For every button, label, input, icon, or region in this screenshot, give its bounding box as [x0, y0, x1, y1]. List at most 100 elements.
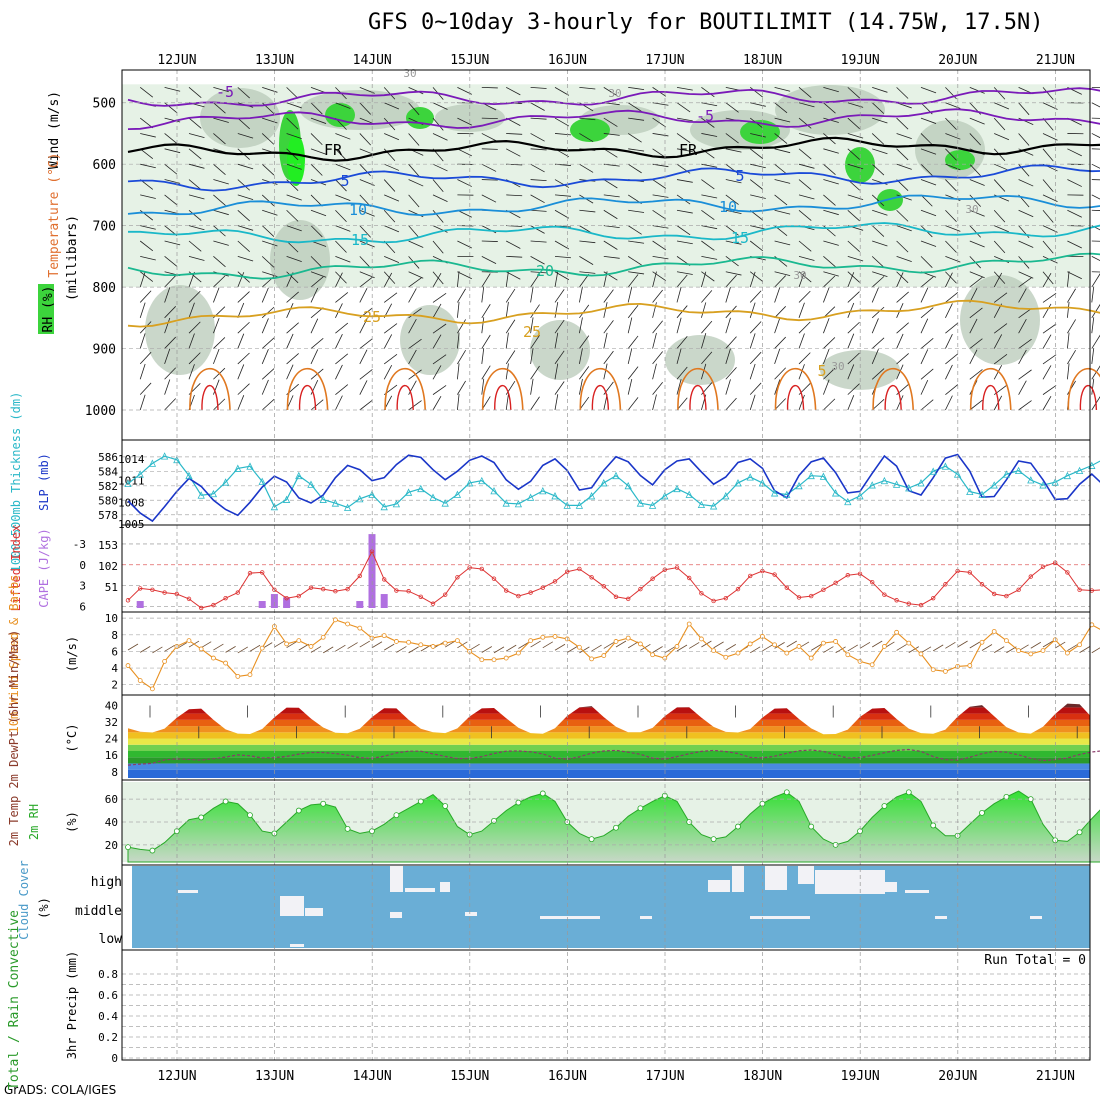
wind-barb — [945, 271, 957, 284]
wind-barb — [725, 287, 731, 303]
wind-barb — [945, 179, 957, 192]
wind-barb — [335, 384, 349, 395]
wind10-barb — [408, 646, 419, 654]
thickness-point — [648, 501, 657, 509]
wind-barb — [359, 209, 375, 217]
wind-barb — [432, 163, 448, 172]
date-label-bottom: 14JUN — [353, 1069, 392, 1084]
wind-barb — [530, 378, 534, 395]
isotherm-loop-red — [884, 384, 902, 411]
wind-barb — [335, 333, 343, 349]
wind-barb — [1091, 286, 1095, 303]
thick-ytick: 578 — [98, 509, 118, 522]
li-point — [723, 595, 728, 601]
wind10-point — [503, 655, 509, 661]
wind-barb — [530, 256, 545, 265]
wind-barb — [432, 365, 442, 380]
wind10-barb — [518, 642, 529, 649]
wind-barb — [359, 288, 368, 303]
wind-barb — [798, 321, 811, 334]
wind-barb — [579, 86, 596, 90]
thick-ytick: 580 — [98, 494, 118, 507]
thickness-point — [734, 479, 742, 487]
wind-barb — [993, 272, 1003, 288]
contour-label: 15 — [731, 229, 749, 247]
wind-barb — [286, 117, 299, 130]
isotherm-loop-red — [201, 384, 219, 411]
wind-barb — [774, 209, 791, 215]
wind-barb — [188, 352, 201, 365]
wind-barb — [701, 87, 715, 98]
wind10-point — [332, 617, 338, 623]
wind-barb — [969, 225, 982, 238]
temp-band — [128, 732, 1090, 739]
wind-barb — [725, 209, 742, 214]
wind-barb — [383, 364, 393, 380]
date-label-top: 17JUN — [645, 53, 684, 68]
rh2m-ytick: 20 — [105, 839, 118, 852]
wind-barb — [701, 117, 715, 128]
wind-barb — [652, 332, 657, 349]
wind-ytick: 8 — [111, 629, 118, 642]
thickness-point — [209, 489, 218, 498]
wind-barb — [627, 133, 642, 143]
wind-barb — [603, 302, 608, 318]
rh2m-point — [735, 823, 741, 830]
wind-barb — [1067, 288, 1076, 303]
wind-barb — [871, 337, 885, 349]
wind-barb — [823, 148, 839, 154]
wind-barb — [896, 271, 909, 284]
wind-barb — [457, 209, 472, 218]
li-ytick: 3 — [79, 580, 86, 593]
rh-shade-gray — [270, 220, 330, 300]
wind-barb — [847, 395, 855, 411]
wind-barb — [261, 368, 275, 380]
thickness-point — [612, 471, 620, 480]
wind-barb — [505, 394, 509, 411]
wind-barb — [701, 255, 718, 260]
wind10-barb — [1042, 640, 1054, 648]
wind-barb — [286, 102, 302, 109]
thickness-point — [246, 462, 254, 470]
thickness-point — [1027, 476, 1035, 484]
wind-barb — [896, 194, 912, 201]
wind-barb — [505, 350, 516, 365]
wind-barb — [335, 303, 343, 318]
thickness-point — [307, 480, 315, 488]
wind-barb — [652, 225, 669, 229]
isotherm-line — [128, 222, 1100, 244]
wind-barb — [408, 225, 420, 238]
wind-barb — [188, 87, 202, 98]
wind-barb — [774, 133, 788, 144]
cloud-cell — [440, 882, 450, 892]
upper-ytick: 500 — [93, 97, 116, 112]
rh2m-point — [222, 798, 229, 805]
wind-barb — [652, 179, 667, 189]
wind10-barb — [786, 640, 798, 648]
cape-ytick: 51 — [105, 581, 118, 594]
wind-barb — [579, 273, 590, 288]
wind-barb — [408, 163, 420, 177]
wind10-point — [528, 638, 533, 644]
wind-barb — [750, 133, 766, 138]
wind-barb — [139, 302, 146, 318]
wind-barb — [310, 318, 319, 334]
wind-barb — [335, 194, 351, 202]
wind-barb — [847, 255, 864, 262]
date-label-top: 12JUN — [157, 53, 196, 68]
wind-barb — [579, 117, 596, 121]
wind-barb — [383, 323, 398, 334]
wind-barb — [457, 117, 472, 126]
wind-barb — [384, 255, 400, 263]
wind-barb — [481, 163, 497, 172]
wind-barb — [701, 290, 713, 303]
wind-barb — [359, 102, 372, 115]
wind-barb — [1091, 209, 1100, 211]
wind-barb — [457, 148, 472, 157]
wind-barb — [139, 394, 146, 411]
wind10-point — [967, 663, 973, 668]
wind-barb — [823, 275, 836, 288]
wind-barb — [335, 163, 351, 171]
rh2m-point — [783, 789, 790, 796]
wind10-barb — [505, 644, 517, 652]
